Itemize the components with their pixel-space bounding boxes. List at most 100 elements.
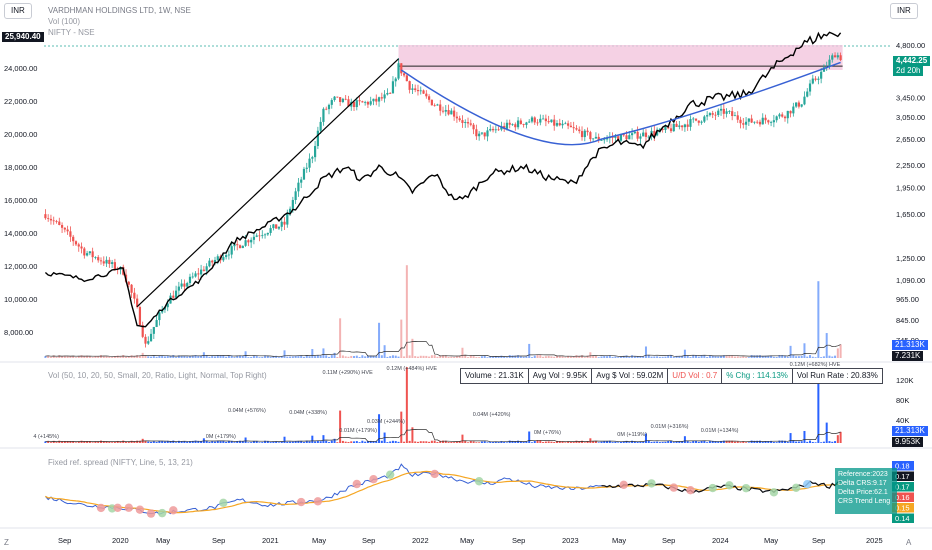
volume-panel-bar: [689, 442, 692, 443]
spread-marker: [474, 477, 484, 486]
volume-bar: [433, 355, 436, 358]
candle-body: [316, 130, 319, 147]
volume-bar: [375, 355, 378, 358]
volume-bar: [617, 357, 620, 358]
auto-scale-icon[interactable]: A: [906, 538, 912, 547]
volume-panel-bar: [425, 441, 428, 443]
left-axis-tick: 10,000.00: [4, 295, 37, 304]
volume-panel-bar: [419, 441, 422, 443]
volume-panel-bar: [186, 441, 189, 443]
candle-body: [199, 269, 203, 275]
candle-body: [269, 228, 272, 233]
volume-bar: [611, 356, 614, 358]
volume-bar: [809, 355, 812, 358]
candle-body: [330, 100, 333, 105]
volume-panel-bar: [244, 437, 247, 443]
spread-label-chip: [892, 513, 914, 523]
volume-bar: [467, 357, 470, 358]
spread-label-text: 0.17: [895, 483, 910, 492]
volume-bar: [753, 355, 756, 358]
currency-button-left[interactable]: INR: [4, 3, 32, 19]
candle-body: [486, 130, 489, 137]
volume-panel-bar: [539, 440, 542, 443]
candle-body: [792, 106, 795, 114]
candle-body: [294, 191, 297, 200]
spread-marker: [219, 498, 228, 507]
volume-bar: [619, 356, 622, 358]
candle-body: [614, 136, 617, 138]
volume-panel-bar: [258, 442, 261, 443]
candle-body: [719, 108, 723, 111]
candle-body: [583, 130, 586, 138]
left-axis-tick: 16,000.00: [4, 196, 37, 205]
spread-panel-title: Fixed ref. spread (NIFTY, Line, 5, 13, 2…: [48, 458, 193, 467]
volume-panel-bar: [369, 440, 372, 443]
volume-bar: [225, 356, 228, 358]
candle-body: [742, 123, 745, 125]
candle-body: [277, 226, 281, 229]
volume-bar: [222, 355, 225, 358]
volume-bar: [83, 356, 86, 358]
volume-bar: [205, 355, 208, 358]
volume-annotation: 0.03M (+244%): [367, 419, 405, 425]
volume-bar: [822, 356, 825, 358]
volume-bar: [119, 356, 122, 358]
volume-annotation: 0.04M (+338%): [289, 410, 327, 416]
volume-panel-bar: [133, 441, 136, 443]
volume-panel-bar: [97, 441, 100, 443]
volume-panel-bar: [717, 441, 720, 443]
candle-body: [361, 101, 364, 103]
volume-bar: [241, 355, 244, 358]
volume-panel-bar: [530, 442, 533, 443]
currency-button-right[interactable]: INR: [890, 3, 918, 19]
candle-body: [80, 246, 83, 249]
volume-bar: [505, 357, 508, 358]
volume-bar: [514, 355, 517, 358]
cup-arc: [400, 61, 841, 146]
stat-pct-change: % Chg : 114.13%: [722, 369, 793, 383]
candle-body: [366, 101, 370, 105]
volume-panel-bar: [266, 441, 269, 443]
candle-body: [781, 114, 784, 117]
volume-panel-bar: [536, 440, 539, 443]
volume-bar: [533, 355, 536, 358]
volume-bar: [455, 356, 458, 358]
volume-bar: [661, 356, 664, 358]
volume-panel-bar: [408, 440, 411, 443]
timezone-icon[interactable]: Z: [4, 538, 9, 547]
candle-body: [714, 114, 717, 116]
candle-body: [266, 232, 269, 235]
candle-body: [569, 125, 573, 128]
stat-ud-vol: U/D Vol : 0.7: [668, 369, 723, 383]
candle-body: [297, 182, 300, 192]
candle-body: [669, 128, 673, 132]
candle-body: [191, 276, 194, 278]
volume-bar: [828, 355, 831, 358]
candle-body: [455, 116, 459, 119]
volume-panel-bar: [83, 441, 86, 443]
volume-bar: [216, 355, 219, 358]
candle-body: [711, 113, 714, 115]
volume-bar: [361, 355, 364, 358]
volume-bar: [44, 356, 47, 358]
volume-bar: [739, 356, 742, 358]
left-axis-tick: 14,000.00: [4, 229, 37, 238]
x-axis-tick: Sep: [212, 536, 225, 545]
volume-bar: [250, 356, 253, 358]
candle-body: [775, 116, 778, 121]
volume-panel-bar: [333, 438, 336, 443]
volume-annotation: 0.11M (+290%) HVE: [323, 370, 374, 376]
candle-body: [77, 244, 80, 247]
candle-body: [564, 123, 567, 125]
trend-line: [136, 58, 399, 308]
spread-label-chip: [892, 503, 914, 513]
candle-body: [177, 286, 180, 291]
x-axis-tick: 2025: [866, 536, 883, 545]
volume-bar: [784, 355, 786, 358]
candle-body: [630, 133, 634, 136]
volume-bar: [678, 355, 681, 358]
volume-bar: [169, 355, 172, 358]
volume-panel-bar: [77, 441, 80, 443]
volume-tag-d: 9.953K: [892, 437, 924, 447]
right-axis-tick: 1,090.00: [896, 276, 925, 285]
